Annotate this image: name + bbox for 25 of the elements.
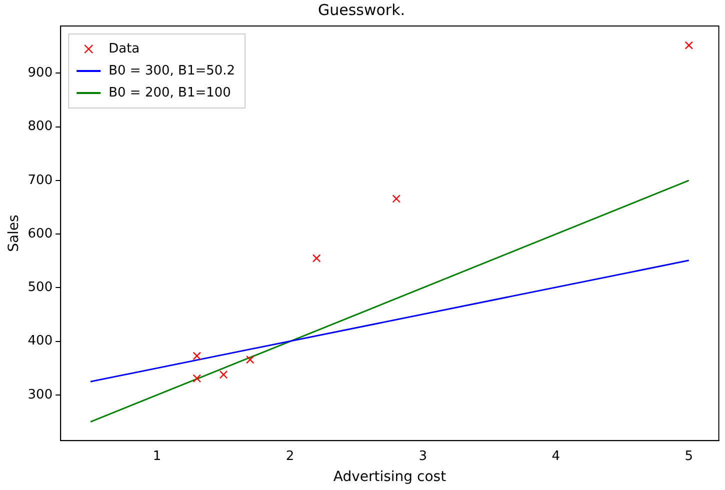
legend-label: B0 = 300, B1=50.2 <box>108 63 236 78</box>
point <box>219 370 228 379</box>
y-tick-label: 500 <box>28 280 53 296</box>
x-tick-label: 1 <box>152 448 162 464</box>
y-tick-label: 300 <box>28 387 53 402</box>
x-tick-label: 3 <box>418 448 428 464</box>
legend-label: B0 = 200, B1=100 <box>108 85 231 100</box>
x-tick-label: 4 <box>552 448 560 464</box>
y-tick-label: 900 <box>28 66 53 81</box>
point <box>192 352 202 360</box>
y-tick-label: 600 <box>28 226 53 242</box>
x-tick-label: 2 <box>286 448 294 464</box>
point <box>246 355 254 364</box>
point <box>312 254 321 262</box>
y-tick-label: 400 <box>28 334 53 349</box>
y-axis-title: Sales <box>6 214 22 252</box>
x-axis-title: Advertising cost <box>333 469 447 486</box>
legend-label: Data <box>108 41 140 56</box>
y-tick-label: 700 <box>28 172 53 188</box>
y-tick-label: 800 <box>28 119 53 134</box>
x-tick-label: 5 <box>684 448 694 464</box>
point <box>684 41 694 50</box>
point <box>192 374 202 383</box>
chart-title: Guesswork. <box>318 0 406 19</box>
point <box>392 194 400 203</box>
